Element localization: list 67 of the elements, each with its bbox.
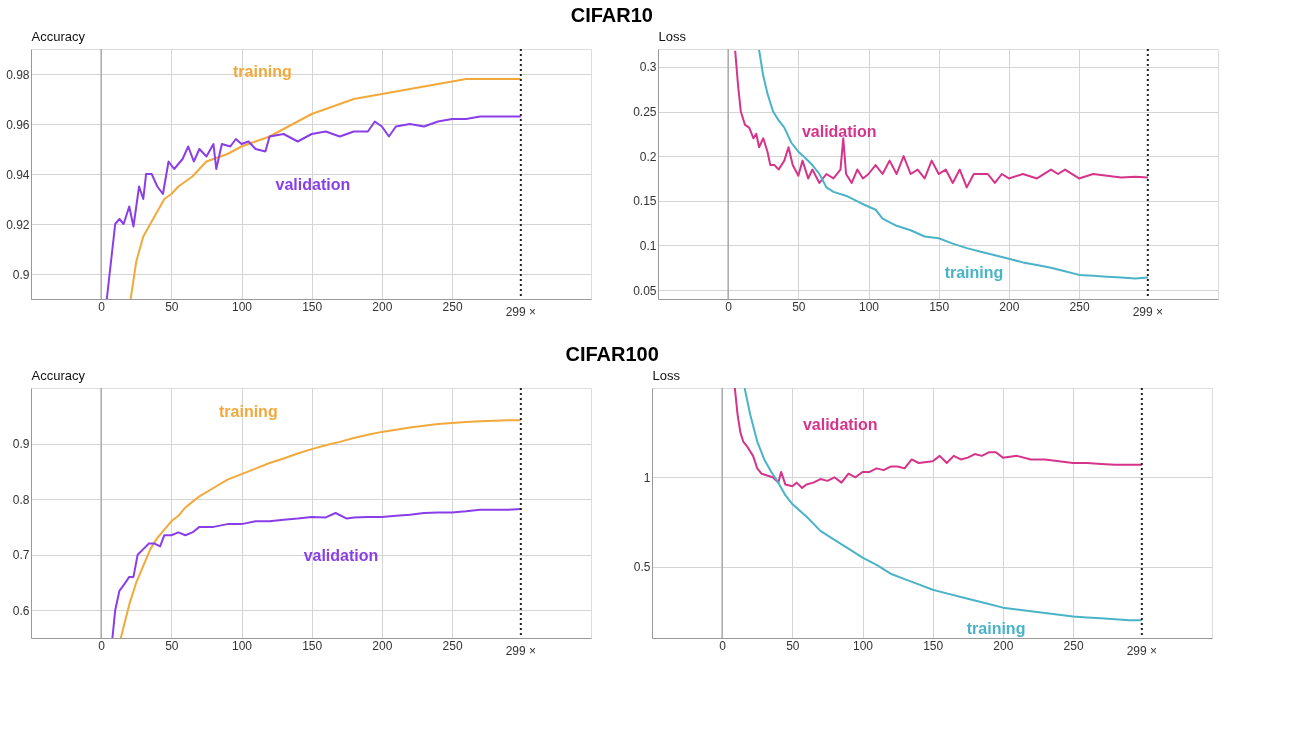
x-tick-label: 150 <box>302 299 323 314</box>
x-tick-label: 50 <box>165 299 179 314</box>
y-axis-title: Accuracy <box>31 367 86 383</box>
x-tick-label: 100 <box>859 299 880 314</box>
x-tick-label: 150 <box>302 638 323 653</box>
text: validation <box>802 415 878 433</box>
x-tick-label: 0 <box>725 299 733 314</box>
series-label: validation <box>801 123 877 140</box>
x-tick-label: 250 <box>442 299 463 314</box>
x-tick-label: 0 <box>98 638 106 653</box>
x-tick-label: 200 <box>372 638 393 653</box>
line-series <box>733 388 1143 489</box>
y-tick-label: 0.96 <box>6 117 30 132</box>
line-series <box>111 508 522 638</box>
text: training <box>233 63 292 80</box>
y-tick-label: 0.6 <box>12 603 30 618</box>
y-tick-label: 0.9 <box>12 267 30 282</box>
x-tick-label: 100 <box>232 299 253 314</box>
text: training <box>218 402 278 420</box>
ref-line-label: 299 × <box>1132 305 1164 319</box>
y-tick-label: 0.3 <box>639 60 657 75</box>
y-tick-label: 0.94 <box>6 167 30 182</box>
x-tick-label: 50 <box>792 299 806 314</box>
y-tick-label: 1 <box>643 470 651 485</box>
y-tick-label: 0.8 <box>12 492 30 507</box>
y-tick-label: 0.15 <box>633 194 657 209</box>
line-series <box>119 419 522 638</box>
line-series <box>734 49 1149 189</box>
y-axis-title: Loss <box>652 367 681 383</box>
y-tick-label: 0.2 <box>639 149 657 164</box>
ref-line-label: 299 × <box>505 305 537 319</box>
x-tick-label: 50 <box>786 638 800 653</box>
y-tick-label: 0.9 <box>12 437 30 452</box>
y-tick-label: 0.1 <box>639 238 657 253</box>
series-label: validation <box>303 546 379 564</box>
x-tick-label: 250 <box>1063 638 1084 653</box>
x-tick-label: 0 <box>98 299 106 314</box>
ref-line-label: 299 × <box>505 644 537 658</box>
series-label: training <box>944 263 1004 281</box>
y-tick-label: 0.05 <box>633 283 657 298</box>
x-tick-label: 150 <box>929 299 950 314</box>
series-label: validation <box>275 176 351 193</box>
y-tick-label: 0.7 <box>12 548 30 563</box>
y-tick-label: 0.98 <box>6 67 30 82</box>
ref-line-label: 299 × <box>1126 644 1158 658</box>
x-tick-label: 0 <box>719 638 727 653</box>
x-tick-label: 150 <box>923 638 944 653</box>
y-tick-label: 0.92 <box>6 217 30 232</box>
x-tick-label: 250 <box>1069 299 1090 314</box>
series-label: training <box>966 620 1026 638</box>
y-tick-label: 0.5 <box>633 560 651 575</box>
line-series <box>129 78 522 299</box>
x-tick-label: 50 <box>165 638 179 653</box>
chart-title: CIFAR100 <box>565 342 659 365</box>
x-tick-label: 100 <box>853 638 874 653</box>
x-tick-label: 200 <box>993 638 1014 653</box>
x-tick-label: 250 <box>442 638 463 653</box>
x-tick-label: 200 <box>999 299 1020 314</box>
line-series <box>105 115 522 299</box>
line-series <box>743 388 1143 622</box>
y-axis-title: Accuracy <box>31 28 86 44</box>
x-tick-label: 100 <box>232 638 253 653</box>
chart-title: CIFAR10 <box>570 3 653 26</box>
y-axis-title: Loss <box>658 28 687 44</box>
x-tick-label: 200 <box>372 299 393 314</box>
line-series <box>758 49 1149 280</box>
y-tick-label: 0.25 <box>633 105 657 119</box>
